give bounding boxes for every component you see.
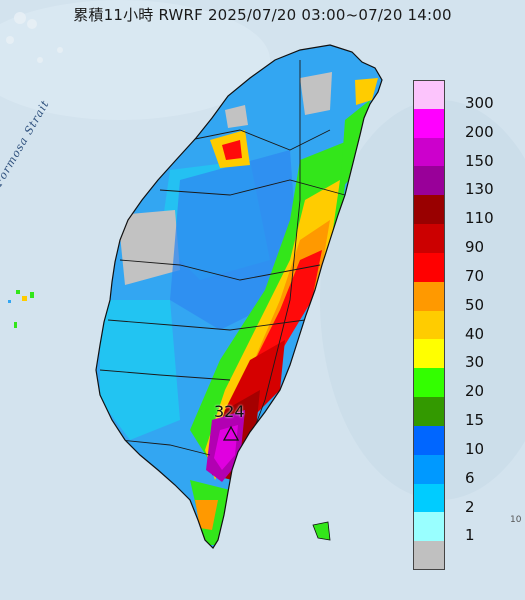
legend-row: 110 xyxy=(413,195,518,228)
legend-swatch xyxy=(413,397,445,426)
corner-label: 10 xyxy=(510,515,522,525)
legend-swatch xyxy=(413,483,445,513)
legend-swatch xyxy=(413,137,445,167)
penghu-islands xyxy=(8,290,34,328)
legend-row: 15 xyxy=(413,397,518,430)
legend-label: 70 xyxy=(465,266,485,285)
legend-row: 150 xyxy=(413,137,518,170)
legend-swatch xyxy=(413,166,445,196)
legend-label: 110 xyxy=(465,209,494,228)
legend-swatch xyxy=(413,281,445,311)
legend-row: 90 xyxy=(413,224,518,257)
legend-label: 90 xyxy=(465,238,485,257)
legend-row: 130 xyxy=(413,166,518,199)
legend-row xyxy=(413,541,518,570)
legend-swatch xyxy=(413,195,445,225)
legend-row: 10 xyxy=(413,425,518,458)
legend-label: 130 xyxy=(465,180,494,199)
legend-swatch xyxy=(413,454,445,484)
legend-row: 2 xyxy=(413,483,518,516)
legend-label: 10 xyxy=(465,439,485,458)
legend-row: 40 xyxy=(413,310,518,343)
legend-row: 50 xyxy=(413,281,518,314)
legend-swatch xyxy=(413,224,445,253)
legend-swatch xyxy=(413,80,445,109)
legend-swatch xyxy=(413,425,445,455)
legend-label: 300 xyxy=(465,94,494,112)
legend-swatch xyxy=(413,108,445,138)
map-title: 累積11小時 RWRF 2025/07/20 03:00~07/20 14:00 xyxy=(73,6,452,24)
legend-swatch xyxy=(413,512,445,542)
legend-label: 50 xyxy=(465,295,485,314)
green-island xyxy=(312,521,331,541)
legend-swatch xyxy=(413,368,445,398)
legend-row: 70 xyxy=(413,252,518,285)
legend-label: 150 xyxy=(465,151,494,170)
legend-label: 200 xyxy=(465,122,494,141)
legend-swatch xyxy=(413,541,445,570)
legend-swatch xyxy=(413,339,445,369)
legend-row: 30 xyxy=(413,339,518,372)
max-station-value: 324 xyxy=(214,402,245,421)
legend-label: 2 xyxy=(465,497,475,516)
legend-swatch xyxy=(413,252,445,282)
legend-label: 6 xyxy=(465,468,475,487)
legend-row: 6 xyxy=(413,454,518,487)
legend-row: 200 xyxy=(413,108,518,141)
legend-label: 15 xyxy=(465,411,485,430)
triangle-icon xyxy=(222,425,240,441)
legend-label: 40 xyxy=(465,324,485,343)
legend-row: 1 xyxy=(413,512,518,545)
rainfall-legend: 300 200 150 130 110 90 70 50 40 30 20 15 10 6 2 1 xyxy=(413,80,518,570)
legend-label: 1 xyxy=(465,526,475,545)
legend-row: 300 xyxy=(413,80,518,112)
legend-swatch xyxy=(413,310,445,340)
legend-label: 20 xyxy=(465,382,485,401)
legend-label: 30 xyxy=(465,353,485,372)
legend-row: 20 xyxy=(413,368,518,401)
